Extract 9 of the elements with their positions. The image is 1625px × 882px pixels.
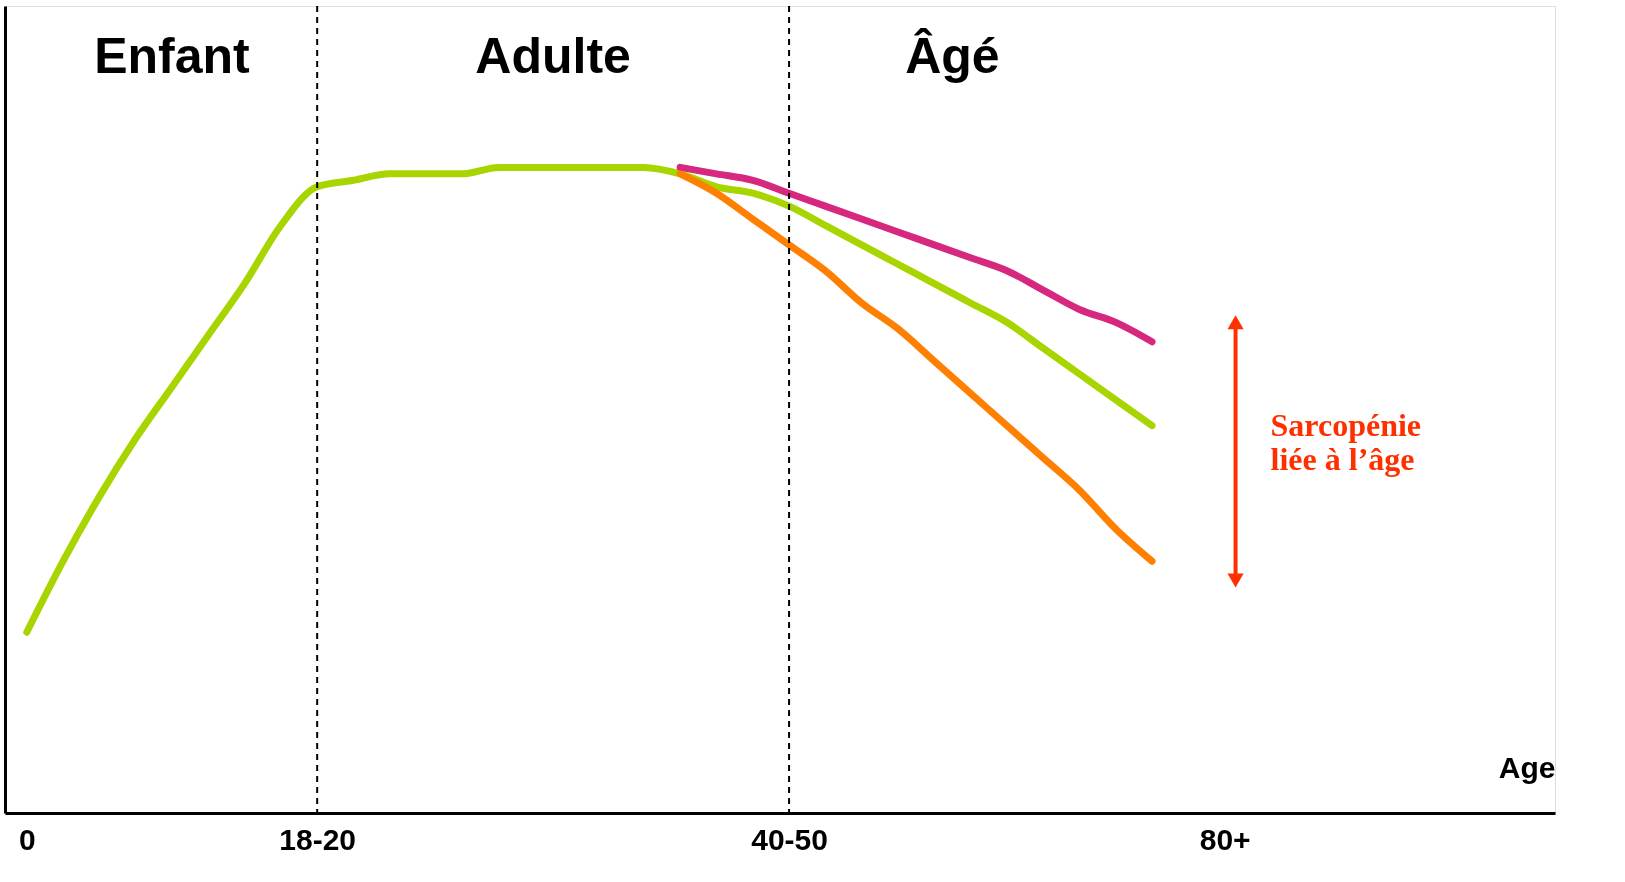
annotation: Sarcopénie liée à l’âge xyxy=(1270,406,1422,477)
text: Enfant xyxy=(94,27,251,84)
x-axis-title: Age xyxy=(1498,750,1556,784)
x-tick-label: 80+ xyxy=(1199,822,1251,856)
text: Âgé xyxy=(905,27,1000,84)
x-tick-label: 40-50 xyxy=(751,822,828,856)
x-tick-label: 0 xyxy=(18,822,36,856)
text: Adulte xyxy=(475,27,631,84)
x-tick-label: 18-20 xyxy=(279,822,357,856)
